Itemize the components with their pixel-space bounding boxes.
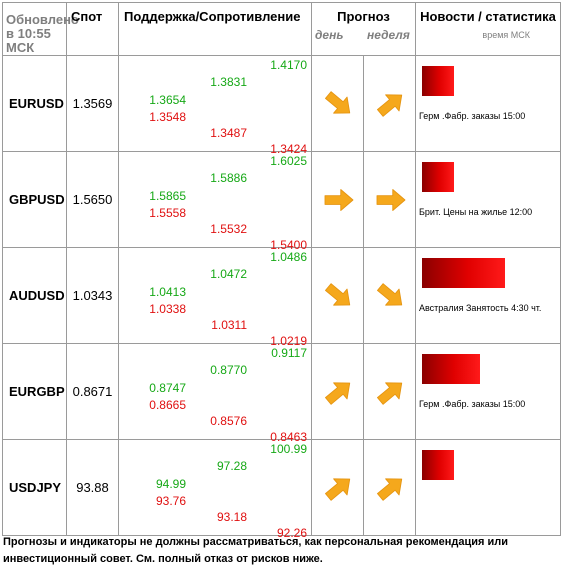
arrow-down-right-icon xyxy=(325,91,351,114)
support-level-2: 1.3831 xyxy=(210,75,247,89)
resistance-level-1: 1.3548 xyxy=(149,110,186,124)
news-importance-bar xyxy=(422,354,480,384)
resistance-level-1: 1.5558 xyxy=(149,206,186,220)
support-resistance-levels: 1.0413 1.0338 1.0472 1.0311 1.0486 1.021… xyxy=(118,247,312,348)
arrow-down-right-icon xyxy=(377,283,403,306)
support-resistance-levels: 0.8747 0.8665 0.8770 0.8576 0.9117 0.846… xyxy=(118,343,312,444)
support-resistance-levels: 1.3654 1.3548 1.3831 1.3487 1.4170 1.342… xyxy=(118,55,312,156)
news-time-label: время МСК xyxy=(482,30,530,40)
resistance-level-2: 93.18 xyxy=(216,510,247,524)
pair-name: GBPUSD xyxy=(2,151,67,248)
table-row: AUDUSD 1.0343 1.0413 1.0338 1.0472 1.031… xyxy=(2,247,561,348)
support-level-1: 1.5865 xyxy=(149,189,186,203)
support-level-2: 97.28 xyxy=(216,459,247,473)
resistance-level-2: 1.0311 xyxy=(211,318,247,332)
table-row: EURGBP 0.8671 0.8747 0.8665 0.8770 0.857… xyxy=(2,343,561,444)
support-resistance-header: Поддержка/Сопротивление xyxy=(118,2,312,56)
news-cell: Герм .Фабр. заказы 15:00 xyxy=(415,343,561,440)
forecast-cell xyxy=(311,439,416,536)
support-level-3: 0.9117 xyxy=(271,346,307,360)
updated-time: Обновлено в 10:55 МСК xyxy=(2,2,79,56)
support-level-2: 1.5886 xyxy=(210,171,247,185)
news-header: Новости / статистика время МСК xyxy=(415,2,561,56)
support-level-1: 0.8747 xyxy=(149,381,186,395)
spot-price: 1.3569 xyxy=(66,55,119,152)
forecast-day xyxy=(312,152,364,247)
disclaimer: Прогнозы и индикаторы не должны рассматр… xyxy=(3,536,509,565)
forecast-day-label: день xyxy=(315,28,344,42)
spot-header: Спот xyxy=(66,2,119,56)
news-cell: Герм .Фабр. заказы 15:00 xyxy=(415,55,561,152)
table-row: GBPUSD 1.5650 1.5865 1.5558 1.5886 1.553… xyxy=(2,151,561,252)
forecast-title: Прогноз xyxy=(337,9,390,24)
spot-price: 0.8671 xyxy=(66,343,119,440)
spot-price: 1.5650 xyxy=(66,151,119,248)
forecast-week xyxy=(364,152,416,247)
resistance-level-2: 1.5532 xyxy=(210,222,247,236)
arrow-up-right-icon xyxy=(377,94,403,117)
resistance-level-2: 0.8576 xyxy=(210,414,247,428)
forecast-cell xyxy=(311,343,416,440)
support-level-2: 1.0472 xyxy=(210,267,247,281)
forecast-day xyxy=(312,344,364,439)
news-event: Австралия Занятость 4:30 чт. xyxy=(419,303,542,313)
forecast-day xyxy=(312,440,364,535)
resistance-level-1: 0.8665 xyxy=(149,398,186,412)
support-level-3: 100.99 xyxy=(270,442,307,456)
forex-table: Обновлено в 10:55 МСК Спот Поддержка/Соп… xyxy=(2,2,561,540)
news-importance-bar xyxy=(422,450,454,480)
arrow-right-icon xyxy=(376,189,406,211)
arrow-right-icon xyxy=(324,189,354,211)
spot-price: 93.88 xyxy=(66,439,119,536)
table-row: EURUSD 1.3569 1.3654 1.3548 1.3831 1.348… xyxy=(2,55,561,156)
news-cell: Австралия Занятость 4:30 чт. xyxy=(415,247,561,344)
news-importance-bar xyxy=(422,258,505,288)
news-importance-bar xyxy=(422,66,454,96)
news-cell xyxy=(415,439,561,536)
arrow-up-right-icon xyxy=(325,478,351,501)
support-resistance-levels: 94.99 93.76 97.28 93.18 100.99 92.26 xyxy=(118,439,312,540)
pair-name: AUDUSD xyxy=(2,247,67,344)
forecast-cell xyxy=(311,247,416,344)
forecast-cell xyxy=(311,151,416,248)
table-header: Обновлено в 10:55 МСК Спот Поддержка/Соп… xyxy=(2,2,561,56)
table-row: USDJPY 93.88 94.99 93.76 97.28 93.18 100… xyxy=(2,439,561,540)
forecast-header: Прогноз день неделя xyxy=(311,2,416,56)
resistance-level-1: 93.76 xyxy=(155,494,186,508)
news-cell: Брит. Цены на жилье 12:00 xyxy=(415,151,561,248)
resistance-level-2: 1.3487 xyxy=(210,126,247,140)
forecast-day xyxy=(312,248,364,343)
pair-name: EURUSD xyxy=(2,55,67,152)
arrow-up-right-icon xyxy=(377,478,403,501)
support-level-3: 1.6025 xyxy=(270,154,307,168)
forecast-day xyxy=(312,56,364,151)
support-level-1: 1.3654 xyxy=(149,93,186,107)
news-event: Герм .Фабр. заказы 15:00 xyxy=(419,111,526,121)
resistance-level-1: 1.0338 xyxy=(149,302,186,316)
forecast-week xyxy=(364,248,416,343)
arrow-up-right-icon xyxy=(325,382,351,405)
pair-name: USDJPY xyxy=(2,439,67,536)
support-level-1: 94.99 xyxy=(155,477,186,491)
news-event: Герм .Фабр. заказы 15:00 xyxy=(419,399,526,409)
support-level-1: 1.0413 xyxy=(149,285,186,299)
forecast-week-label: неделя xyxy=(367,28,410,42)
support-level-3: 1.4170 xyxy=(270,58,307,72)
forecast-week xyxy=(364,440,416,535)
arrow-up-right-icon xyxy=(377,382,403,405)
news-event: Брит. Цены на жилье 12:00 xyxy=(419,207,533,217)
news-title: Новости / статистика xyxy=(420,9,556,24)
support-level-3: 1.0486 xyxy=(270,250,307,264)
forecast-week xyxy=(364,344,416,439)
spot-price: 1.0343 xyxy=(66,247,119,344)
support-resistance-levels: 1.5865 1.5558 1.5886 1.5532 1.6025 1.540… xyxy=(118,151,312,252)
news-importance-bar xyxy=(422,162,454,192)
arrow-down-right-icon xyxy=(325,283,351,306)
forecast-week xyxy=(364,56,416,151)
support-level-2: 0.8770 xyxy=(210,363,247,377)
forecast-cell xyxy=(311,55,416,152)
pair-name: EURGBP xyxy=(2,343,67,440)
resistance-level-3: 92.26 xyxy=(276,526,307,540)
